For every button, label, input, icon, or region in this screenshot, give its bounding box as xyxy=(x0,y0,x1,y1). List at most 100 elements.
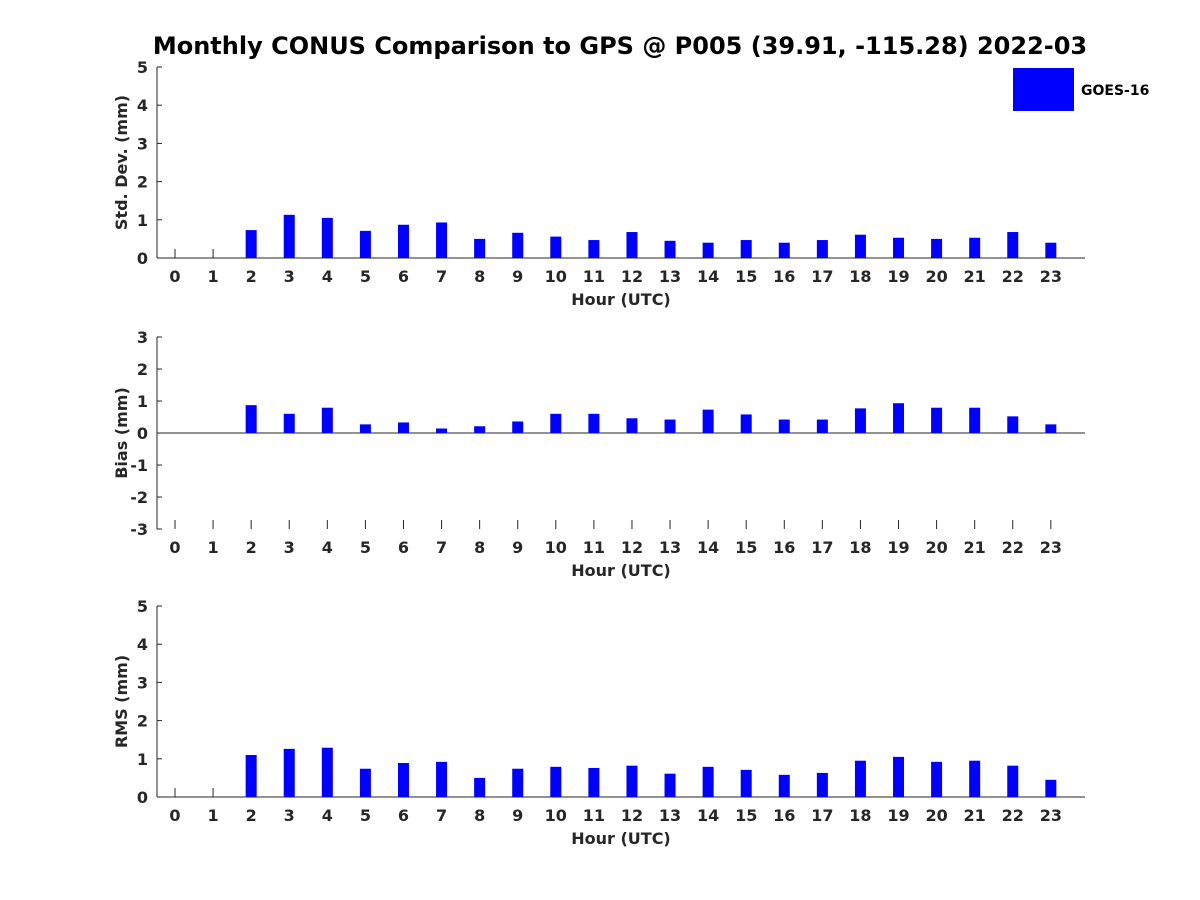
bias-bar-hour-16 xyxy=(778,419,790,433)
stddev-bar-hour-15 xyxy=(740,240,752,258)
rms-bar-hour-17 xyxy=(816,772,828,797)
stddev-xtick-label: 2 xyxy=(246,267,257,286)
rms-bar-hour-19 xyxy=(893,756,905,797)
bias-xtick-label: 21 xyxy=(964,538,986,557)
rms-bar-hour-6 xyxy=(397,763,409,797)
rms-bar-hour-7 xyxy=(436,761,448,797)
bias-xtick-label: 9 xyxy=(512,538,523,557)
bias-xtick-label: 12 xyxy=(621,538,643,557)
stddev-y-axis-label: Std. Dev. (mm) xyxy=(112,95,131,230)
rms-xtick-label: 21 xyxy=(964,806,986,825)
rms-bar-hour-11 xyxy=(588,767,600,797)
bias-bar-hour-14 xyxy=(702,409,714,433)
stddev-xtick-label: 1 xyxy=(208,267,219,286)
bias-ytick-label: -2 xyxy=(130,488,148,507)
bias-bar-hour-2 xyxy=(245,405,257,433)
rms-bar-hour-16 xyxy=(778,774,790,797)
rms-bar-hour-3 xyxy=(283,748,295,797)
stddev-bar-hour-5 xyxy=(359,230,371,258)
rms-xtick-label: 3 xyxy=(284,806,295,825)
stddev-xtick-label: 4 xyxy=(322,267,333,286)
rms-bar-hour-15 xyxy=(740,769,752,797)
rms-bar-hour-21 xyxy=(969,760,981,797)
bias-ytick-label: -1 xyxy=(130,456,148,475)
bias-xtick-label: 17 xyxy=(811,538,833,557)
bias-bar-hour-8 xyxy=(474,426,486,433)
bias-bar-hour-12 xyxy=(626,418,638,433)
rms-xtick-label: 6 xyxy=(398,806,409,825)
bias-xtick-label: 16 xyxy=(773,538,795,557)
bias-xtick-label: 0 xyxy=(169,538,180,557)
rms-xtick-label: 15 xyxy=(735,806,757,825)
stddev-bar-hour-16 xyxy=(778,242,790,258)
stddev-xtick-label: 9 xyxy=(512,267,523,286)
stddev-bar-hour-22 xyxy=(1007,232,1019,258)
rms-xtick-label: 4 xyxy=(322,806,333,825)
legend: GOES-16 xyxy=(1013,68,1149,111)
bias-xtick-label: 2 xyxy=(246,538,257,557)
stddev-bar-hour-18 xyxy=(854,234,866,258)
stddev-xtick-label: 17 xyxy=(811,267,833,286)
stddev-bar-hour-4 xyxy=(321,217,333,258)
bias-bar-hour-22 xyxy=(1007,416,1019,433)
bias-bar-hour-11 xyxy=(588,413,600,433)
bias-xtick-label: 10 xyxy=(545,538,567,557)
rms-xtick-label: 2 xyxy=(246,806,257,825)
stddev-xtick-label: 15 xyxy=(735,267,757,286)
bias-bar-hour-17 xyxy=(816,419,828,433)
stddev-xtick-label: 16 xyxy=(773,267,795,286)
bias-ytick-label: 2 xyxy=(137,360,148,379)
bias-ytick-label: 0 xyxy=(137,424,148,443)
rms-ytick-label: 1 xyxy=(137,750,148,769)
bias-bar-hour-3 xyxy=(283,413,295,433)
rms-bar-hour-5 xyxy=(359,768,371,797)
rms-xtick-label: 12 xyxy=(621,806,643,825)
rms-x-axis-label: Hour (UTC) xyxy=(571,829,671,848)
stddev-xtick-label: 8 xyxy=(474,267,485,286)
bias-xtick-label: 5 xyxy=(360,538,371,557)
rms-xtick-label: 7 xyxy=(436,806,447,825)
stddev-ytick-label: 5 xyxy=(137,58,148,77)
stddev-xtick-label: 14 xyxy=(697,267,719,286)
bias-xtick-label: 23 xyxy=(1040,538,1062,557)
rms-ytick-label: 0 xyxy=(137,788,148,807)
stddev-xtick-label: 7 xyxy=(436,267,447,286)
rms-bar-hour-10 xyxy=(550,766,562,797)
stddev-ytick-label: 3 xyxy=(137,134,148,153)
stddev-xtick-label: 3 xyxy=(284,267,295,286)
rms-xtick-label: 18 xyxy=(849,806,871,825)
stddev-bar-hour-17 xyxy=(816,240,828,258)
stddev-ytick-label: 4 xyxy=(137,96,148,115)
rms-bar-hour-12 xyxy=(626,765,638,797)
stddev-xtick-label: 23 xyxy=(1040,267,1062,286)
rms-ytick-label: 2 xyxy=(137,712,148,731)
rms-xtick-label: 19 xyxy=(887,806,909,825)
rms-xtick-label: 13 xyxy=(659,806,681,825)
rms-xtick-label: 22 xyxy=(1002,806,1024,825)
stddev-xtick-label: 11 xyxy=(583,267,605,286)
rms-xtick-label: 0 xyxy=(169,806,180,825)
bias-xtick-label: 20 xyxy=(925,538,947,557)
stddev-xtick-label: 22 xyxy=(1002,267,1024,286)
bias-bar-hour-18 xyxy=(854,408,866,433)
stddev-xtick-label: 0 xyxy=(169,267,180,286)
bias-xtick-label: 6 xyxy=(398,538,409,557)
bias-y-axis-label: Bias (mm) xyxy=(112,387,131,479)
bias-xtick-label: 3 xyxy=(284,538,295,557)
rms-xtick-label: 5 xyxy=(360,806,371,825)
rms-ytick-label: 5 xyxy=(137,597,148,616)
bias-bar-hour-7 xyxy=(436,428,448,433)
rms-xtick-label: 1 xyxy=(208,806,219,825)
stddev-bar-hour-9 xyxy=(512,232,524,258)
rms-xtick-label: 17 xyxy=(811,806,833,825)
bias-xtick-label: 4 xyxy=(322,538,333,557)
rms-bar-hour-14 xyxy=(702,766,714,797)
stddev-xtick-label: 6 xyxy=(398,267,409,286)
rms-xtick-label: 14 xyxy=(697,806,719,825)
bias-xtick-label: 14 xyxy=(697,538,719,557)
stddev-xtick-label: 5 xyxy=(360,267,371,286)
rms-bar-hour-4 xyxy=(321,747,333,797)
stddev-bar-hour-13 xyxy=(664,240,676,258)
rms-xtick-label: 9 xyxy=(512,806,523,825)
